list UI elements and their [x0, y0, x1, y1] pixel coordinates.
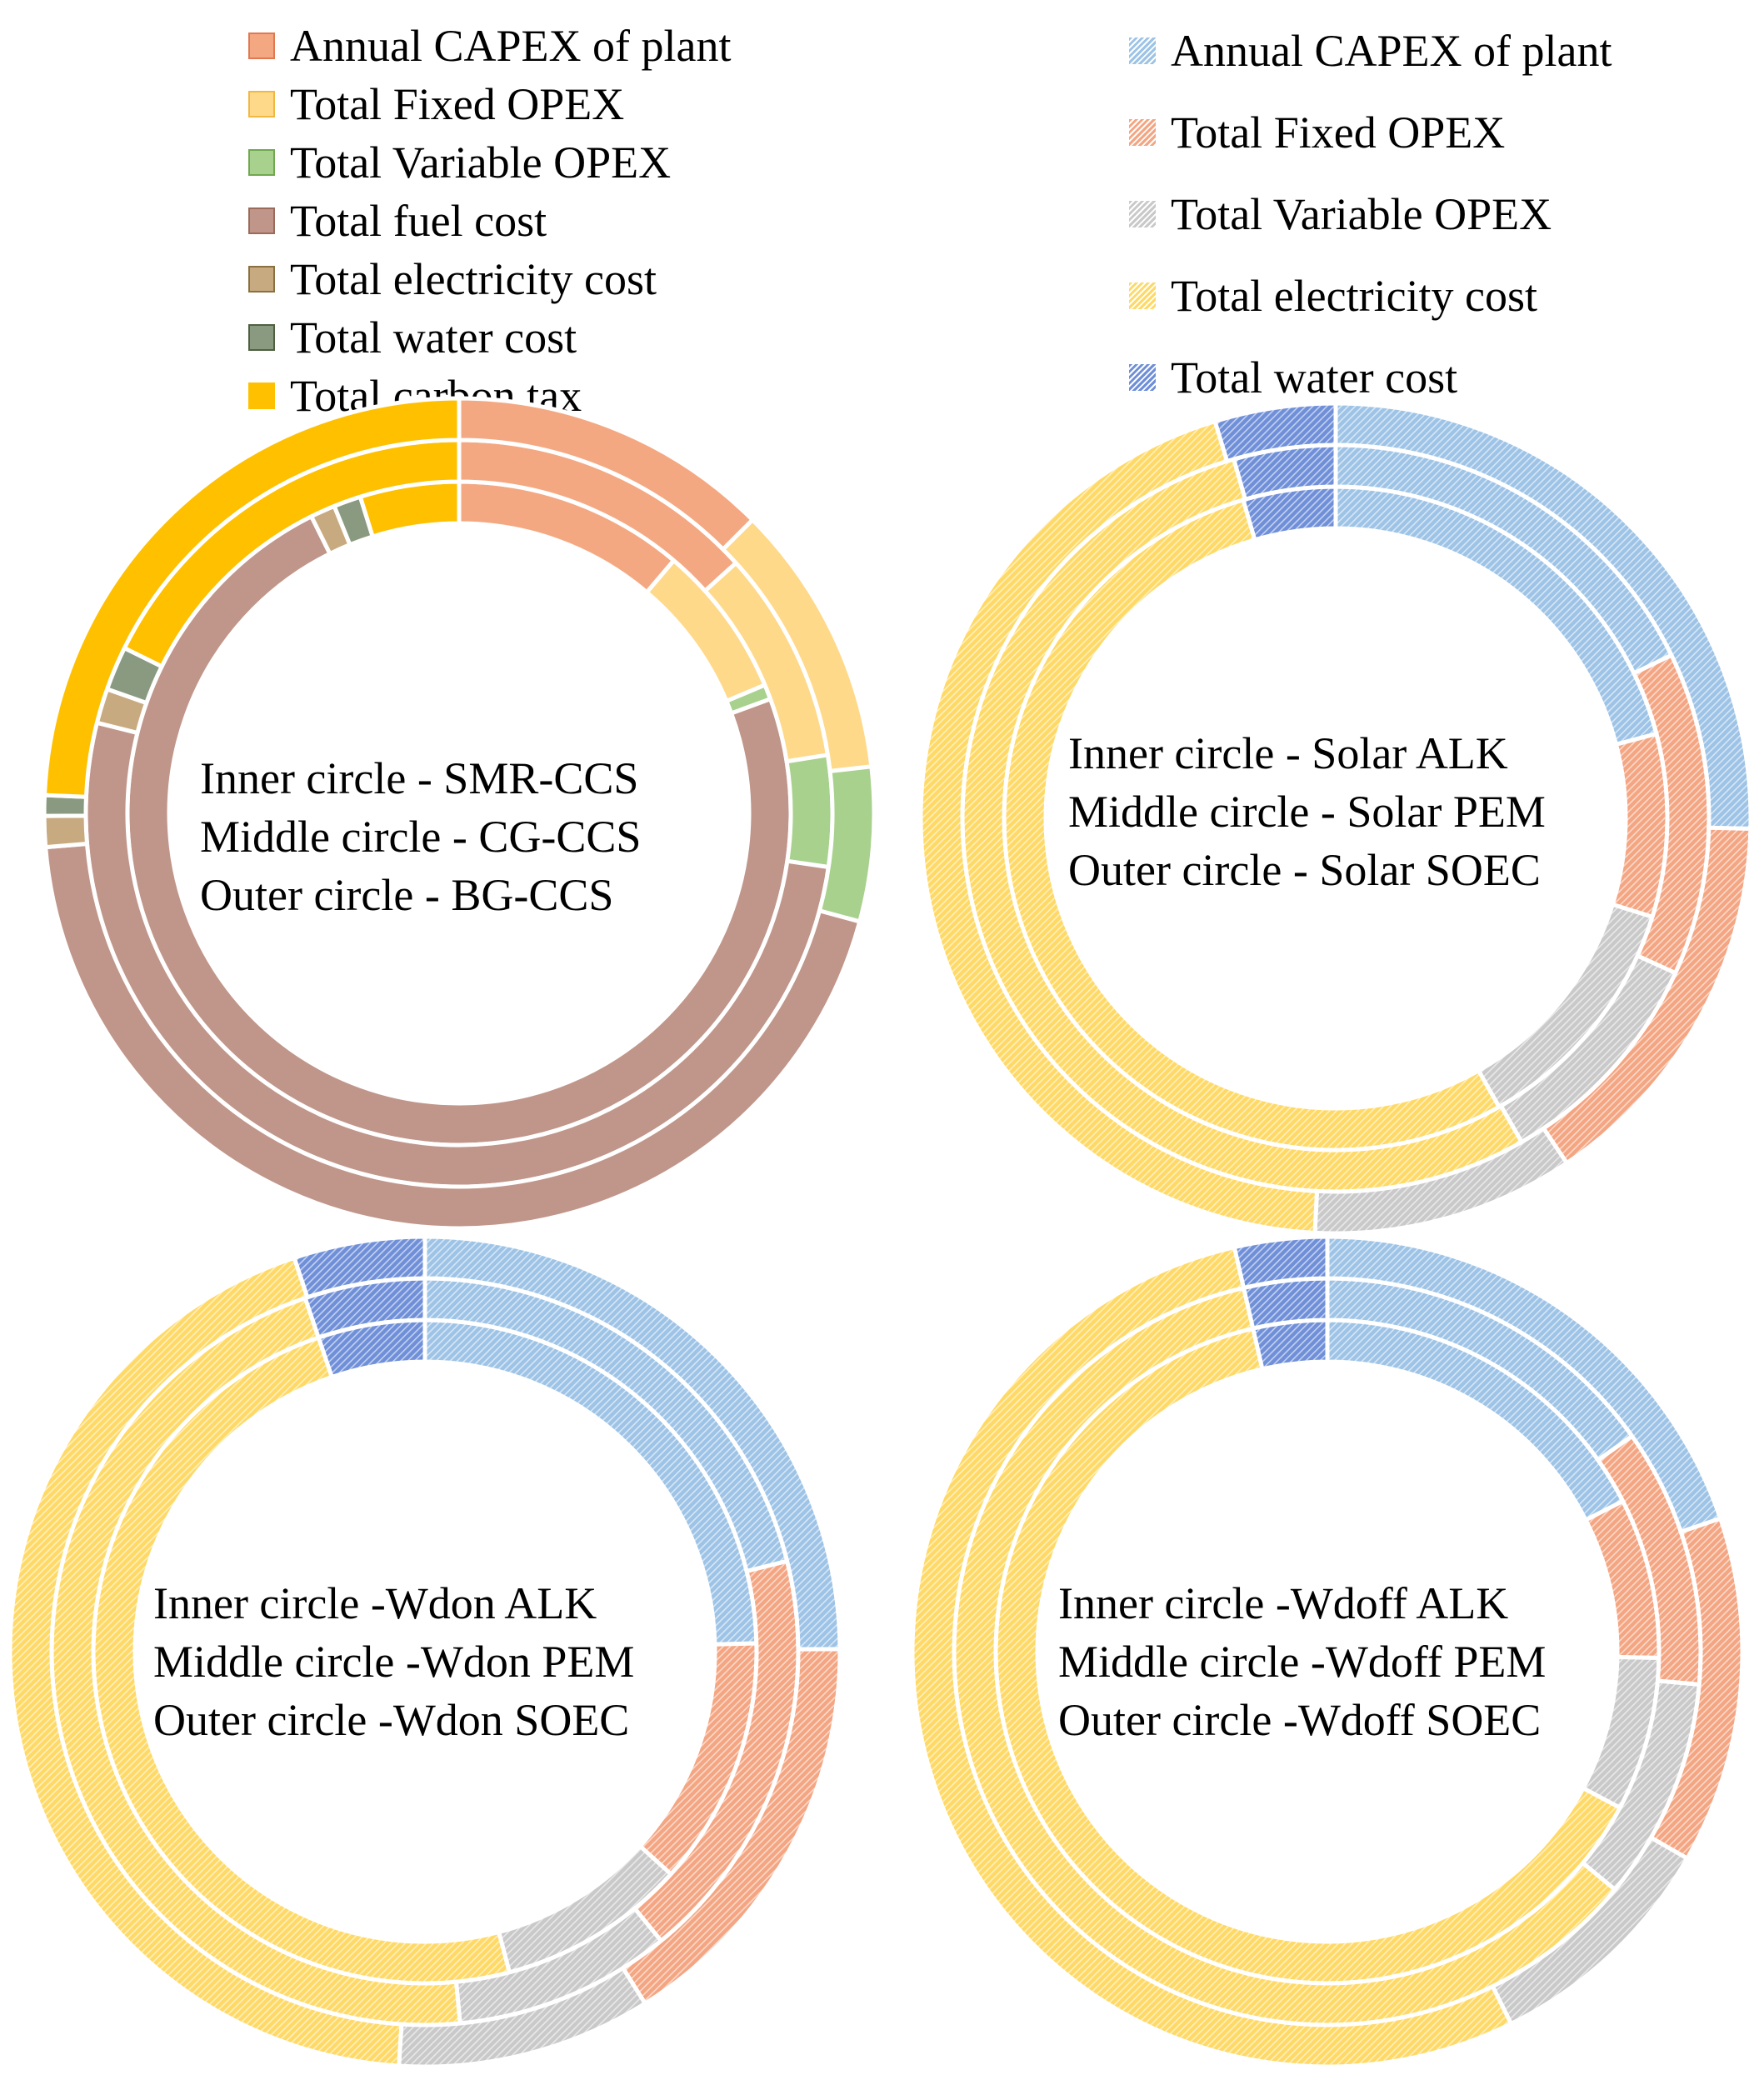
legend-left-item: Total electricity cost [248, 250, 731, 308]
legend-left-item: Annual CAPEX of plant [248, 17, 731, 75]
legend-left-swatch [248, 382, 275, 409]
legend-left-swatch [248, 266, 275, 292]
ring-segment-cg-ccs-total-variable-opex [784, 752, 835, 870]
legend-left-swatch [248, 149, 275, 176]
chart-label-middle: Middle circle -Wdoff PEM [1058, 1637, 1546, 1687]
legend-right-swatch [1129, 364, 1156, 391]
legend-right-label: Total Variable OPEX [1171, 189, 1552, 239]
legend-left-item: Total water cost [248, 308, 731, 367]
ring-segment-wdoff-soec-total-water-cost [1232, 1234, 1330, 1291]
chart-label-middle: Middle circle - Solar PEM [1068, 787, 1546, 837]
chart-label-inner: Inner circle -Wdon ALK [153, 1578, 597, 1628]
legend-left-label: Annual CAPEX of plant [290, 21, 732, 71]
chart-smr-ccs: Inner circle - SMR-CCS Middle circle - C… [42, 396, 877, 1231]
ring-segment-bg-ccs-total-carbon-tax [42, 396, 462, 799]
legend-left-item: Total Variable OPEX [248, 133, 731, 192]
legend-left-swatch [248, 208, 275, 234]
legend-left-label: Total Fixed OPEX [290, 79, 625, 129]
legend-left-label: Total Variable OPEX [290, 138, 672, 188]
chart-label-middle: Middle circle -Wdon PEM [153, 1637, 634, 1687]
legend-left-label: Total electricity cost [290, 254, 657, 304]
ring-segment-bg-ccs-total-electricity-cost [42, 813, 90, 850]
chart-label-outer: Outer circle - BG-CCS [200, 870, 613, 920]
chart-wdon: Inner circle -Wdon ALK Middle circle -Wd… [7, 1234, 842, 2069]
legend-right-item: Total water cost [1129, 337, 1612, 418]
legend-left-label: Total fuel cost [290, 196, 547, 246]
ring-segment-solar-soec-total-water-cost [1212, 401, 1338, 464]
chart-wdoff: Inner circle -Wdoff ALK Middle circle -W… [910, 1234, 1745, 2069]
legend-right-swatch [1129, 282, 1156, 309]
legend-left-label: Total water cost [290, 312, 577, 362]
chart-label-middle: Middle circle - CG-CCS [200, 812, 641, 862]
legend-left-item: Total fuel cost [248, 192, 731, 250]
legend-right-label: Total water cost [1171, 352, 1458, 402]
legend-right-item: Annual CAPEX of plant [1129, 10, 1612, 92]
legend-right-label: Total Fixed OPEX [1171, 108, 1506, 158]
legend-right-swatch [1129, 38, 1156, 64]
chart-label-outer: Outer circle - Solar SOEC [1068, 845, 1541, 895]
chart-label-inner: Inner circle -Wdoff ALK [1058, 1578, 1508, 1628]
chart-label-inner: Inner circle - SMR-CCS [200, 753, 638, 803]
legend-right-label: Total electricity cost [1171, 271, 1538, 321]
legend-right-swatch [1129, 119, 1156, 146]
legend-right: Annual CAPEX of plant Total Fixed OPEX Tot… [1129, 10, 1612, 418]
chart-label-outer: Outer circle -Wdoff SOEC [1058, 1695, 1541, 1745]
chart-label-inner: Inner circle - Solar ALK [1068, 728, 1508, 778]
chart-solar: Inner circle - Solar ALK Middle circle -… [918, 401, 1753, 1236]
legend-right-item: Total electricity cost [1129, 255, 1612, 337]
legend-left-swatch [248, 324, 275, 351]
legend-right-item: Total Fixed OPEX [1129, 92, 1612, 173]
legend-right-label: Annual CAPEX of plant [1171, 26, 1612, 76]
legend-left-item: Total Fixed OPEX [248, 75, 731, 133]
ring-segment-wdoff-soec-total-electricity-cost [910, 1244, 1514, 2069]
legend-left: Annual CAPEX of plant Total Fixed OPEX Tot… [248, 17, 731, 425]
ring-segment-wdon-soec-total-water-cost [291, 1234, 427, 1300]
legend-right-item: Total Variable OPEX [1129, 173, 1612, 255]
legend-left-swatch [248, 32, 275, 59]
legend-left-swatch [248, 91, 275, 118]
legend-right-swatch [1129, 201, 1156, 228]
chart-label-outer: Outer circle -Wdon SOEC [153, 1695, 629, 1745]
